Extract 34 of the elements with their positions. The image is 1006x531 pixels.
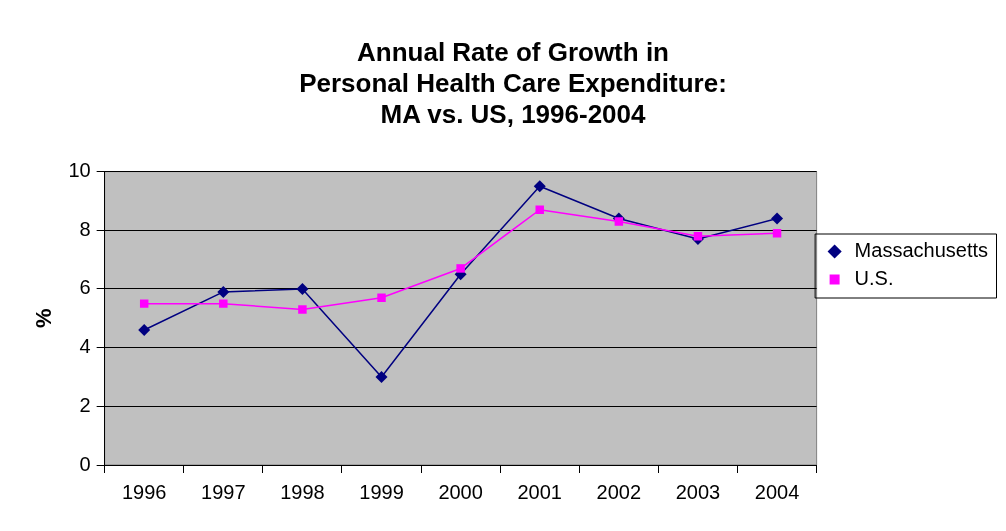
point <box>375 370 388 383</box>
x-tick-label: 1996 <box>121 480 167 503</box>
point <box>533 180 546 193</box>
x-tick-label: 2001 <box>517 480 562 503</box>
x-tick-label: 1999 <box>359 480 404 503</box>
text: Annual Rate of Growth in <box>357 36 669 67</box>
y-tick-label: 10 <box>68 159 91 182</box>
y-axis-title: % <box>31 308 57 329</box>
point <box>139 299 149 308</box>
point <box>377 293 386 303</box>
text: Personal Health Care Expenditure: <box>299 67 727 98</box>
point <box>298 305 307 314</box>
y-tick-label: 4 <box>79 335 91 358</box>
point <box>771 212 784 225</box>
point <box>535 205 544 214</box>
x-tick-label: 2003 <box>675 480 721 503</box>
text: MA vs. US, 1996-2004 <box>380 99 646 130</box>
y-tick-label: 0 <box>79 452 91 475</box>
x-tick-label: 2004 <box>754 480 800 503</box>
y-tick-label: 2 <box>79 393 91 416</box>
point <box>138 324 151 337</box>
y-tick-label: 6 <box>79 276 91 299</box>
point <box>217 285 230 298</box>
x-tick-label: 1997 <box>201 480 246 503</box>
legend-label: Massachusetts <box>854 239 988 262</box>
point <box>219 299 228 308</box>
x-tick-label: 2000 <box>438 480 483 503</box>
point <box>456 264 465 273</box>
x-tick-label: 2002 <box>596 480 642 503</box>
x-tick-label: 1998 <box>280 480 325 503</box>
point <box>614 217 624 226</box>
legend-label: U.S. <box>854 267 894 290</box>
y-tick-label: 8 <box>79 217 91 240</box>
point <box>296 282 309 295</box>
